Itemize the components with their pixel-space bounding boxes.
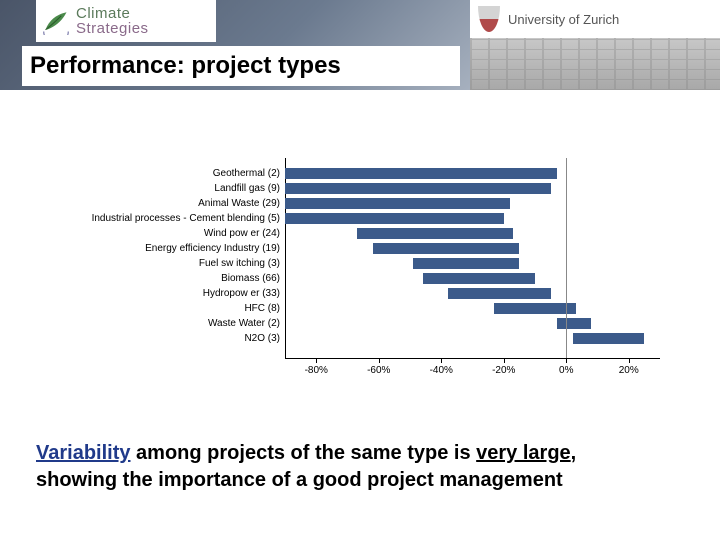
footer-very-large: very large: [476, 442, 571, 464]
chart-tick: [629, 358, 630, 363]
chart-category-label: Landfill gas (9): [60, 181, 280, 196]
chart-category-label: Fuel sw itching (3): [60, 256, 280, 271]
chart-row: Fuel sw itching (3): [60, 256, 660, 271]
chart-tick: [441, 358, 442, 363]
leaf-globe-icon: [42, 7, 70, 35]
chart-bar: [285, 213, 504, 224]
chart-category-label: Industrial processes - Cement blending (…: [60, 211, 280, 226]
footer-line1-post: ,: [571, 442, 577, 464]
chart-row: N2O (3): [60, 331, 660, 346]
chart-row: Waste Water (2): [60, 316, 660, 331]
chart-bar: [357, 228, 513, 239]
chart-category-label: Waste Water (2): [60, 316, 280, 331]
chart-tick: [566, 358, 567, 363]
chart-bar: [423, 273, 536, 284]
chart-category-label: Animal Waste (29): [60, 196, 280, 211]
logo-line1: Climate: [76, 6, 149, 21]
slide-root: Climate Strategies University of Zurich …: [0, 0, 720, 540]
chart-zero-line: [566, 158, 567, 358]
chart-bar: [494, 303, 575, 314]
footer-line1-pre: among projects of the same type is: [131, 442, 477, 464]
chart-row: Energy efficiency Industry (19): [60, 241, 660, 256]
chart-category-label: Hydropow er (33): [60, 286, 280, 301]
chart-row: Hydropow er (33): [60, 286, 660, 301]
chart-row: Industrial processes - Cement blending (…: [60, 211, 660, 226]
chart-tick-label: -20%: [492, 365, 515, 376]
chart-row: Geothermal (2): [60, 166, 660, 181]
chart-bar: [448, 288, 551, 299]
chart-bar: [285, 198, 510, 209]
crest-icon: [478, 6, 500, 32]
chart-bar: [373, 243, 520, 254]
footer-variability: Variability: [36, 442, 131, 464]
logo-right-label: University of Zurich: [508, 12, 619, 27]
chart-tick: [504, 358, 505, 363]
chart-tick-label: 20%: [619, 365, 639, 376]
chart-tick-label: -40%: [430, 365, 453, 376]
chart-row: Landfill gas (9): [60, 181, 660, 196]
chart-row: Wind pow er (24): [60, 226, 660, 241]
chart-bar: [285, 183, 551, 194]
chart-tick: [379, 358, 380, 363]
logo-line2: Strategies: [76, 21, 149, 36]
chart-row: Animal Waste (29): [60, 196, 660, 211]
chart-category-label: Energy efficiency Industry (19): [60, 241, 280, 256]
chart-category-label: Wind pow er (24): [60, 226, 280, 241]
chart-bar: [413, 258, 519, 269]
chart-tick-label: -80%: [305, 365, 328, 376]
footer-text: Variability among projects of the same t…: [36, 440, 684, 494]
chart-x-axis: [285, 358, 660, 359]
chart-row: Biomass (66): [60, 271, 660, 286]
chart-category-label: HFC (8): [60, 301, 280, 316]
logo-climate-strategies: Climate Strategies: [36, 0, 216, 42]
building-photo: [470, 38, 720, 90]
chart-category-label: Geothermal (2): [60, 166, 280, 181]
chart-tick-label: -60%: [367, 365, 390, 376]
chart-tick-label: 0%: [559, 365, 573, 376]
chart-bar: [573, 333, 645, 344]
chart-row: HFC (8): [60, 301, 660, 316]
footer-line2: showing the importance of a good project…: [36, 469, 563, 491]
performance-chart: Geothermal (2)Landfill gas (9)Animal Was…: [60, 158, 660, 388]
logo-right-top: University of Zurich: [470, 0, 720, 38]
chart-category-label: N2O (3): [60, 331, 280, 346]
logo-university-zurich: University of Zurich: [470, 0, 720, 90]
chart-category-label: Biomass (66): [60, 271, 280, 286]
chart-tick: [316, 358, 317, 363]
chart-bar: [557, 318, 591, 329]
logo-left-text: Climate Strategies: [76, 6, 149, 36]
chart-bar: [285, 168, 557, 179]
slide-title: Performance: project types: [22, 46, 460, 86]
